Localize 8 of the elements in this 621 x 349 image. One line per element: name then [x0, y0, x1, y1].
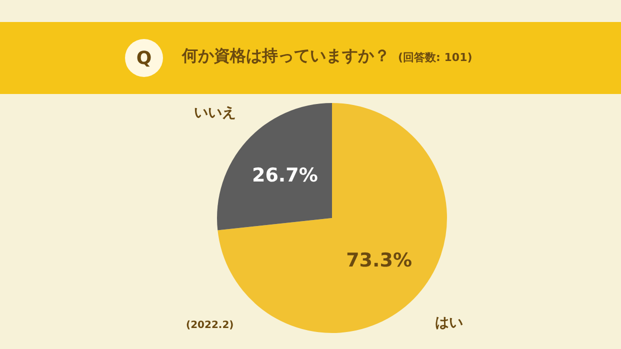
- text: (2022.2): [186, 320, 234, 331]
- slice-label: はい: [434, 314, 463, 331]
- chart-subtitle: (回答数: 101): [398, 51, 472, 64]
- chart-title: 何か資格は持っていますか？: [182, 46, 390, 65]
- data-label: 26.7%: [252, 164, 318, 187]
- text: Q: [125, 39, 163, 77]
- slice-label: いいえ: [194, 105, 236, 122]
- data-label: 73.3%: [346, 249, 412, 272]
